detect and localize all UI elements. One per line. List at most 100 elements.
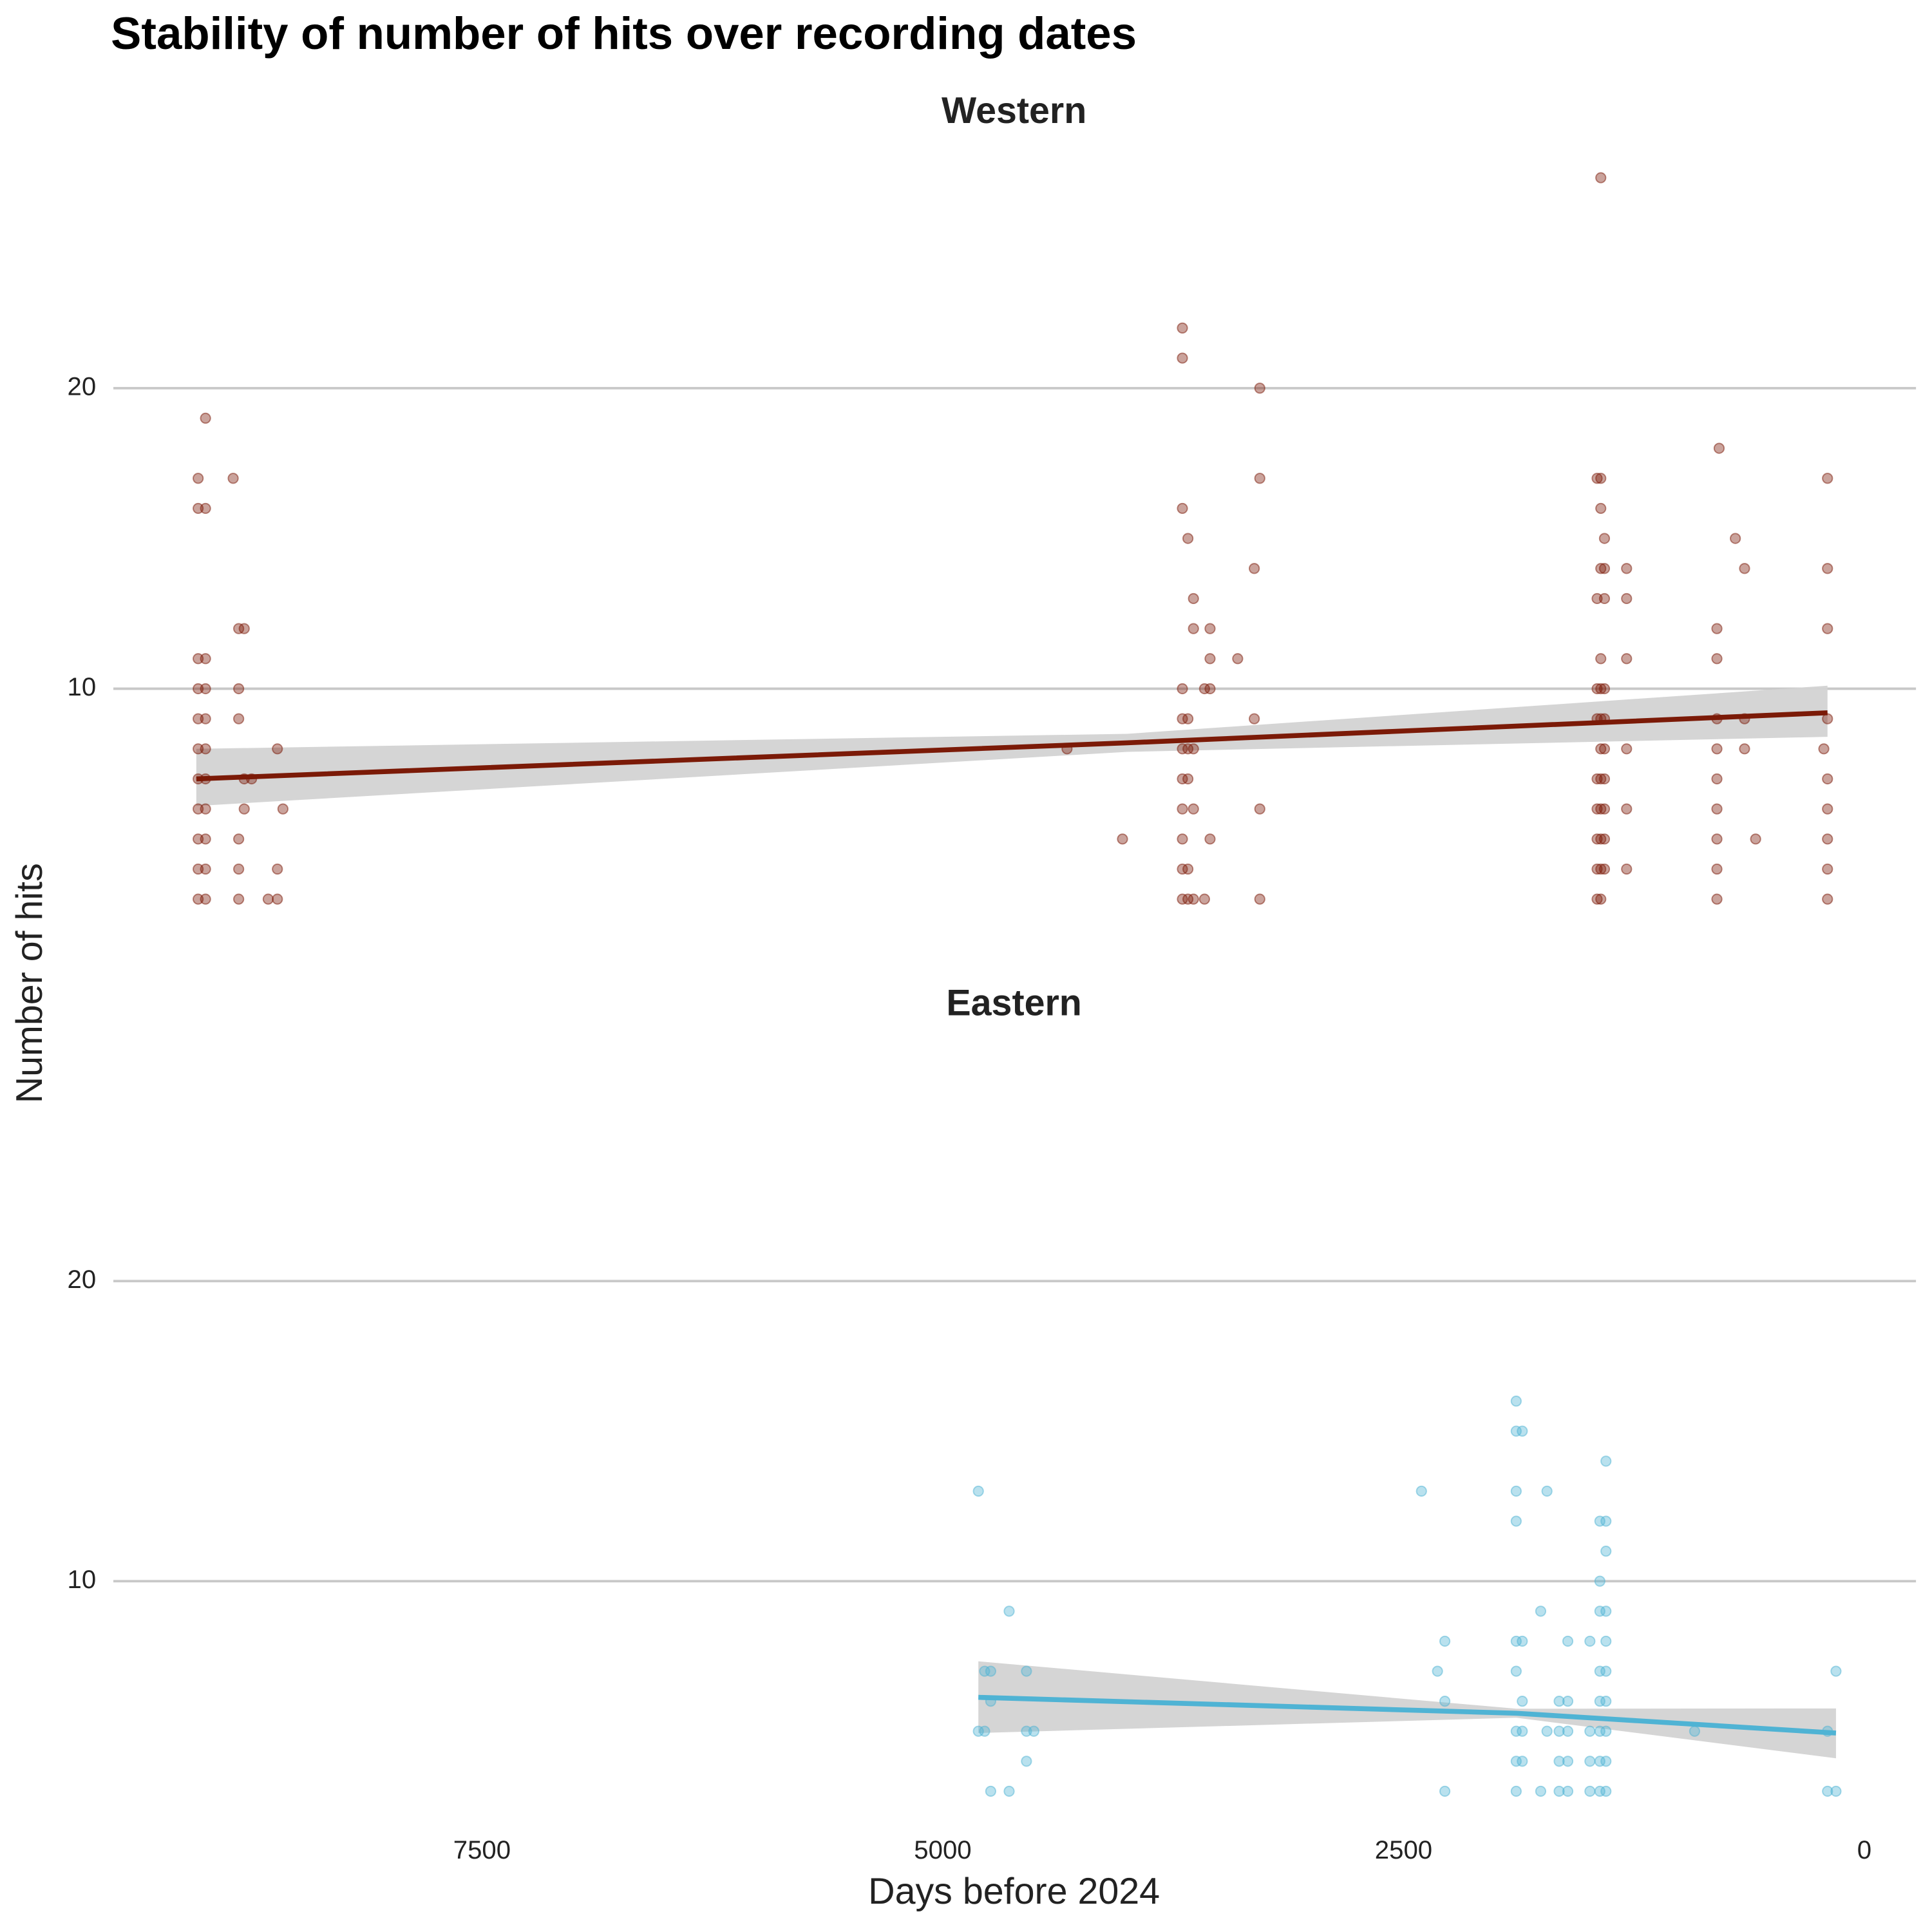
point [1600,1756,1612,1767]
point [1517,1425,1528,1437]
point [1439,1635,1451,1647]
point [1711,893,1723,905]
point [1254,473,1265,484]
point [1510,1785,1522,1797]
point [1594,1575,1605,1587]
point [1541,1485,1553,1497]
point [1254,893,1265,905]
point [1595,803,1607,815]
point [1517,1725,1528,1737]
point [233,833,245,845]
point [1598,592,1611,605]
point [1818,743,1830,755]
point [979,1725,990,1737]
point [1553,1696,1565,1707]
point [1598,803,1611,815]
y-tick-label: 20 [68,372,97,401]
point [200,803,211,815]
point [1591,473,1603,484]
point [1595,833,1607,845]
point [1198,893,1210,905]
point [1562,1725,1574,1737]
point [1510,1665,1522,1677]
x-tick-label: 5000 [914,1835,971,1864]
point [1713,442,1725,454]
point [1003,1605,1015,1617]
point [233,863,245,875]
point [1621,653,1633,665]
point [1598,533,1611,544]
point [1517,1635,1528,1647]
y-tick-label: 10 [68,1565,97,1594]
point [1254,803,1265,815]
point [1510,1396,1522,1407]
point [1204,623,1216,634]
point [1595,683,1607,695]
point [1535,1785,1547,1797]
point [1711,773,1723,785]
point [1204,683,1216,695]
point [238,623,250,634]
point [1188,743,1199,755]
point [1750,833,1761,845]
point [1822,623,1833,634]
point [1598,833,1611,845]
x-axis-label: Days before 2024 [868,1871,1160,1912]
point [200,863,211,875]
point [1188,592,1199,605]
point [1621,743,1633,755]
point [1028,1725,1039,1737]
point [1595,743,1607,755]
point [1439,1696,1451,1707]
point [233,893,245,905]
point [1177,803,1188,815]
point [1598,773,1611,785]
point [233,683,245,695]
point [262,893,274,905]
point [1595,893,1607,905]
point [1204,653,1216,665]
panel-title: Eastern [946,982,1081,1023]
chart-title: Stability of number of hits over recordi… [111,8,1137,59]
point [1204,833,1216,845]
point [1177,833,1188,845]
point [1177,352,1188,364]
point [1117,833,1128,845]
point [200,683,211,695]
point [1541,1725,1553,1737]
point [1595,473,1607,484]
point [1822,773,1833,785]
x-tick-label: 7500 [453,1835,511,1864]
point [1600,1546,1612,1557]
point [1822,863,1833,875]
point [1621,592,1633,605]
point [1416,1485,1427,1497]
point [1711,833,1723,845]
point [200,893,211,905]
point [1595,653,1607,665]
point [985,1665,996,1677]
panel-title: Western [942,90,1086,131]
point [1621,863,1633,875]
point [1598,863,1611,875]
point [193,473,204,484]
point [1249,563,1260,574]
point [1439,1785,1451,1797]
point [1822,563,1833,574]
point [1600,1515,1612,1527]
point [1595,773,1607,785]
point [1182,773,1194,785]
point [1621,563,1633,574]
point [1822,1785,1833,1797]
point [1822,803,1833,815]
point [1598,683,1611,695]
point [1822,833,1833,845]
point [200,412,211,424]
point [200,713,211,724]
point [985,1785,996,1797]
point [1021,1665,1032,1677]
point [1562,1756,1574,1767]
point [1584,1635,1596,1647]
point [1177,683,1188,695]
